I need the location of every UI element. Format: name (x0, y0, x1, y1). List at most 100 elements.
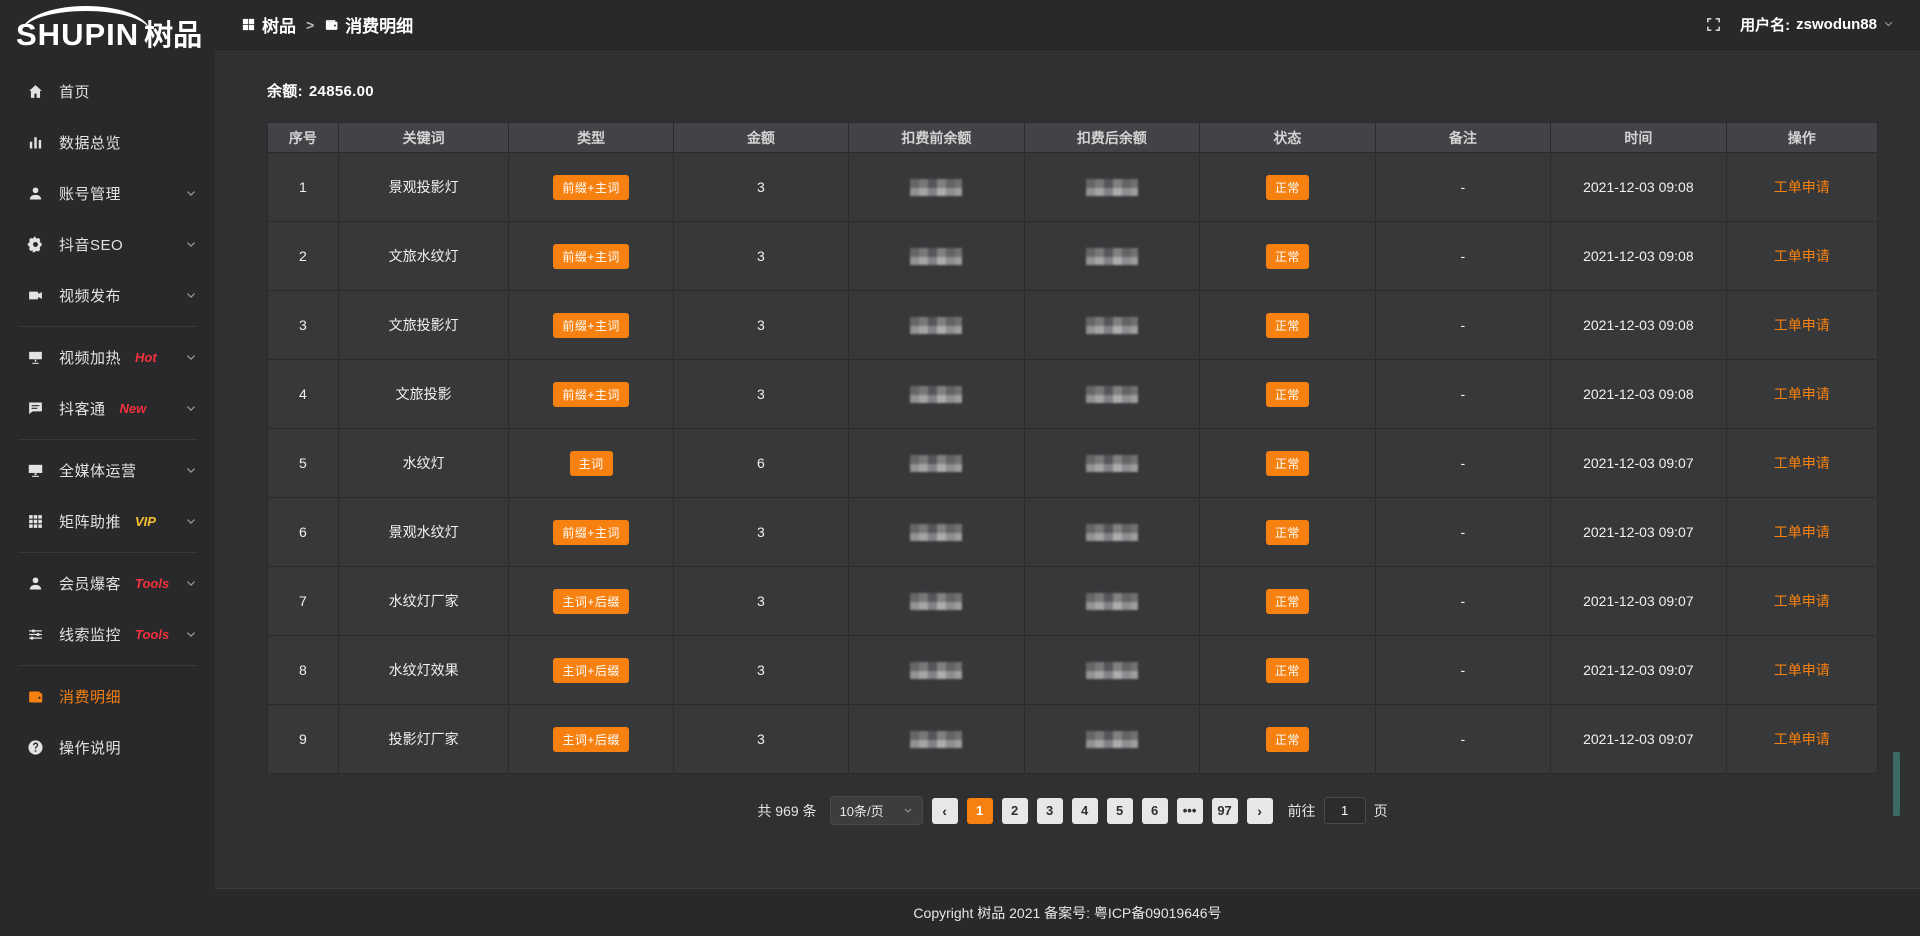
cell-amount: 3 (672, 497, 850, 567)
member-icon (27, 575, 44, 592)
redacted-value (1085, 178, 1138, 196)
work-order-link[interactable]: 工单申请 (1773, 179, 1830, 195)
page-button-3[interactable]: 3 (1036, 797, 1063, 824)
chevron-down-icon (185, 290, 197, 302)
sidebar-item-label: 操作说明 (59, 740, 122, 757)
cell-no: 7 (267, 566, 339, 636)
cell-type: 前缀+主词 (508, 152, 674, 222)
column-header: 扣费后余额 (1023, 122, 1201, 153)
next-page-button[interactable]: › (1246, 797, 1273, 824)
cell-balance-after (1023, 566, 1201, 636)
cell-balance-before (848, 152, 1025, 222)
cell-keyword: 景观投影灯 (337, 152, 510, 222)
page-size-select[interactable]: 10条/页 (829, 796, 923, 825)
sidebar-item-consume-detail[interactable]: 消费明细 (0, 671, 215, 722)
cell-no: 1 (267, 152, 339, 222)
home-icon (27, 83, 44, 100)
cell-balance-after (1023, 152, 1201, 222)
cell-action: 工单申请 (1725, 359, 1879, 429)
page-button-active-1[interactable]: 1 (966, 797, 993, 824)
cell-balance-before (848, 635, 1025, 705)
wallet-icon (324, 17, 339, 32)
cell-amount: 3 (672, 221, 850, 291)
page-button-5[interactable]: 5 (1106, 797, 1133, 824)
wallet-icon (27, 688, 44, 705)
cell-time: 2021-12-03 09:07 (1550, 497, 1727, 567)
table-header-row: 序号 关键词 类型 金额 扣费前余额 扣费后余额 状态 备注 时间 操作 (267, 122, 1879, 153)
sidebar-item-douyin-seo[interactable]: 抖音SEO (0, 219, 215, 270)
chevron-down-icon (185, 239, 197, 251)
cell-remark: - (1374, 635, 1552, 705)
sidebar-item-label: 抖客通 (59, 401, 106, 418)
user-menu[interactable]: 用户名: zswodun88 (1740, 14, 1894, 35)
top-header: 树品 > 消费明细 用户名: zswodun88 (215, 0, 1920, 50)
sidebar-item-media-operation[interactable]: 全媒体运营 (0, 445, 215, 496)
cell-no: 5 (267, 428, 339, 498)
sidebar-divider (18, 552, 197, 553)
logo-text-cn: 树品 (144, 20, 203, 52)
cell-time: 2021-12-03 09:08 (1550, 152, 1727, 222)
cell-balance-before (848, 428, 1025, 498)
work-order-link[interactable]: 工单申请 (1773, 248, 1830, 264)
cell-remark: - (1374, 290, 1552, 360)
username-label: 用户名: (1740, 17, 1791, 34)
sidebar-item-video-publish[interactable]: 视频发布 (0, 270, 215, 321)
logo-arc (22, 6, 150, 32)
footer: Copyright 树品 2021 备案号: 粤ICP备09019646号 (215, 752, 1920, 936)
cell-type: 前缀+主词 (508, 221, 674, 291)
page-button-2[interactable]: 2 (1001, 797, 1028, 824)
work-order-link[interactable]: 工单申请 (1773, 731, 1830, 747)
sidebar-item-home[interactable]: 首页 (0, 66, 215, 117)
page-button-6[interactable]: 6 (1141, 797, 1168, 824)
goto-page-input[interactable] (1323, 797, 1366, 824)
work-order-link[interactable]: 工单申请 (1773, 386, 1830, 402)
cell-status: 正常 (1199, 221, 1376, 291)
column-header: 类型 (508, 122, 674, 153)
sidebar-item-label: 会员爆客 (59, 576, 122, 593)
table-row: 3 文旅投影灯 前缀+主词 3 正常 - 2021-12-03 09:08 工单… (267, 290, 1879, 360)
sidebar-item-label: 消费明细 (59, 689, 122, 706)
sidebar-item-clue-monitor[interactable]: 线索监控 Tools (0, 609, 215, 660)
page-button-97[interactable]: 97 (1211, 797, 1238, 824)
cell-remark: - (1374, 221, 1552, 291)
work-order-link[interactable]: 工单申请 (1773, 593, 1830, 609)
cell-balance-after (1023, 635, 1201, 705)
sliders-icon (27, 626, 44, 643)
cell-action: 工单申请 (1725, 221, 1879, 291)
table-row: 2 文旅水纹灯 前缀+主词 3 正常 - 2021-12-03 09:08 工单… (267, 221, 1879, 291)
work-order-link[interactable]: 工单申请 (1773, 317, 1830, 333)
chevron-down-icon (185, 403, 197, 415)
breadcrumb-item-consume-detail[interactable]: 消费明细 (324, 12, 413, 37)
redacted-value (910, 661, 963, 679)
username-value: zswodun88 (1796, 16, 1877, 33)
sidebar-item-guide[interactable]: 操作说明 (0, 722, 215, 773)
column-header: 时间 (1550, 122, 1727, 153)
sidebar-item-douketong[interactable]: 抖客通 New (0, 383, 215, 434)
work-order-link[interactable]: 工单申请 (1773, 662, 1830, 678)
cell-action: 工单申请 (1725, 635, 1879, 705)
column-header: 关键词 (337, 122, 510, 153)
prev-page-button[interactable]: ‹ (931, 797, 958, 824)
fullscreen-icon[interactable] (1705, 16, 1722, 33)
floating-widget[interactable] (1893, 752, 1900, 816)
cell-status: 正常 (1199, 635, 1376, 705)
menu-badge-tools: Tools (135, 576, 170, 591)
breadcrumb-item-shupin[interactable]: 树品 (241, 12, 296, 37)
sidebar-item-video-heat[interactable]: 视频加热 Hot (0, 332, 215, 383)
sidebar-item-data-overview[interactable]: 数据总览 (0, 117, 215, 168)
page-button-more[interactable]: ••• (1176, 797, 1203, 824)
balance-value: 24856.00 (308, 83, 374, 100)
sidebar-item-account-manage[interactable]: 账号管理 (0, 168, 215, 219)
sidebar-item-member-baoke[interactable]: 会员爆客 Tools (0, 558, 215, 609)
sidebar-item-label: 全媒体运营 (59, 463, 137, 480)
cell-amount: 3 (672, 566, 850, 636)
work-order-link[interactable]: 工单申请 (1773, 524, 1830, 540)
work-order-link[interactable]: 工单申请 (1773, 455, 1830, 471)
cell-balance-after (1023, 359, 1201, 429)
column-header: 扣费前余额 (848, 122, 1025, 153)
redacted-value (1085, 523, 1138, 541)
sidebar-item-matrix-boost[interactable]: 矩阵助推 VIP (0, 496, 215, 547)
page-button-4[interactable]: 4 (1071, 797, 1098, 824)
type-badge: 主词+后缀 (553, 726, 629, 752)
